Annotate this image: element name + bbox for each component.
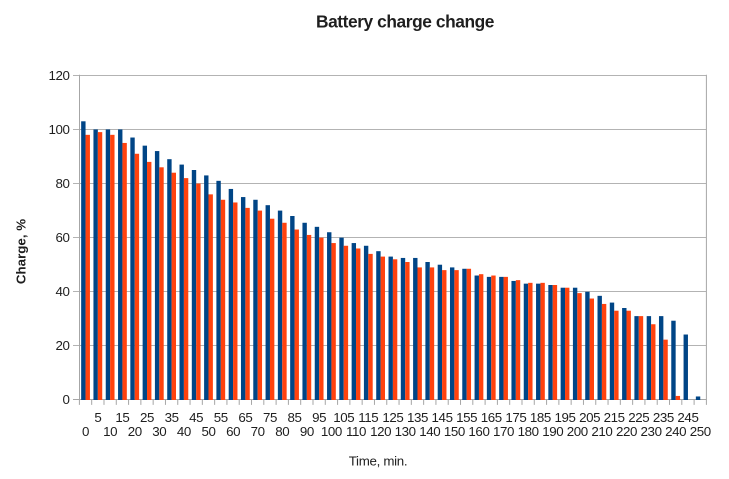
svg-text:45: 45	[189, 410, 203, 425]
svg-text:40: 40	[55, 284, 69, 299]
svg-text:100: 100	[48, 122, 69, 137]
svg-text:120: 120	[370, 424, 391, 439]
svg-text:80: 80	[275, 424, 289, 439]
svg-text:205: 205	[579, 410, 600, 425]
svg-text:160: 160	[468, 424, 489, 439]
svg-text:Charge, %: Charge, %	[14, 219, 29, 284]
svg-text:120: 120	[48, 68, 69, 83]
svg-text:85: 85	[288, 410, 302, 425]
svg-text:155: 155	[456, 410, 477, 425]
svg-text:125: 125	[382, 410, 403, 425]
svg-text:0: 0	[82, 424, 89, 439]
svg-text:40: 40	[177, 424, 191, 439]
svg-text:245: 245	[677, 410, 698, 425]
svg-text:75: 75	[263, 410, 277, 425]
svg-text:140: 140	[419, 424, 440, 439]
svg-text:35: 35	[165, 410, 179, 425]
svg-text:60: 60	[55, 230, 69, 245]
svg-text:20: 20	[55, 338, 69, 353]
svg-text:15: 15	[115, 410, 129, 425]
svg-text:5: 5	[94, 410, 101, 425]
svg-text:240: 240	[665, 424, 686, 439]
svg-text:105: 105	[333, 410, 354, 425]
svg-text:100: 100	[321, 424, 342, 439]
svg-text:190: 190	[542, 424, 563, 439]
svg-text:55: 55	[214, 410, 228, 425]
svg-text:115: 115	[358, 410, 378, 425]
svg-text:10: 10	[103, 424, 117, 439]
svg-text:80: 80	[55, 176, 69, 191]
svg-text:130: 130	[395, 424, 416, 439]
svg-text:230: 230	[641, 424, 662, 439]
svg-text:220: 220	[616, 424, 637, 439]
svg-text:250: 250	[690, 424, 711, 439]
svg-text:185: 185	[530, 410, 551, 425]
svg-text:195: 195	[554, 410, 575, 425]
svg-text:175: 175	[505, 410, 526, 425]
svg-text:210: 210	[591, 424, 612, 439]
svg-text:180: 180	[518, 424, 539, 439]
svg-text:235: 235	[653, 410, 674, 425]
svg-text:110: 110	[346, 424, 366, 439]
svg-text:200: 200	[567, 424, 588, 439]
svg-text:0: 0	[62, 392, 69, 407]
svg-text:65: 65	[238, 410, 252, 425]
svg-text:70: 70	[251, 424, 265, 439]
svg-text:60: 60	[226, 424, 240, 439]
svg-text:Time, min.: Time, min.	[349, 454, 408, 469]
svg-text:135: 135	[407, 410, 428, 425]
svg-text:50: 50	[201, 424, 215, 439]
svg-text:165: 165	[481, 410, 502, 425]
svg-text:150: 150	[444, 424, 465, 439]
svg-text:225: 225	[628, 410, 649, 425]
svg-text:30: 30	[152, 424, 166, 439]
svg-text:95: 95	[312, 410, 326, 425]
svg-text:145: 145	[432, 410, 453, 425]
svg-text:25: 25	[140, 410, 154, 425]
svg-text:90: 90	[300, 424, 314, 439]
svg-text:215: 215	[604, 410, 625, 425]
svg-text:20: 20	[128, 424, 142, 439]
svg-text:Battery charge change: Battery charge change	[316, 11, 495, 31]
svg-text:170: 170	[493, 424, 514, 439]
